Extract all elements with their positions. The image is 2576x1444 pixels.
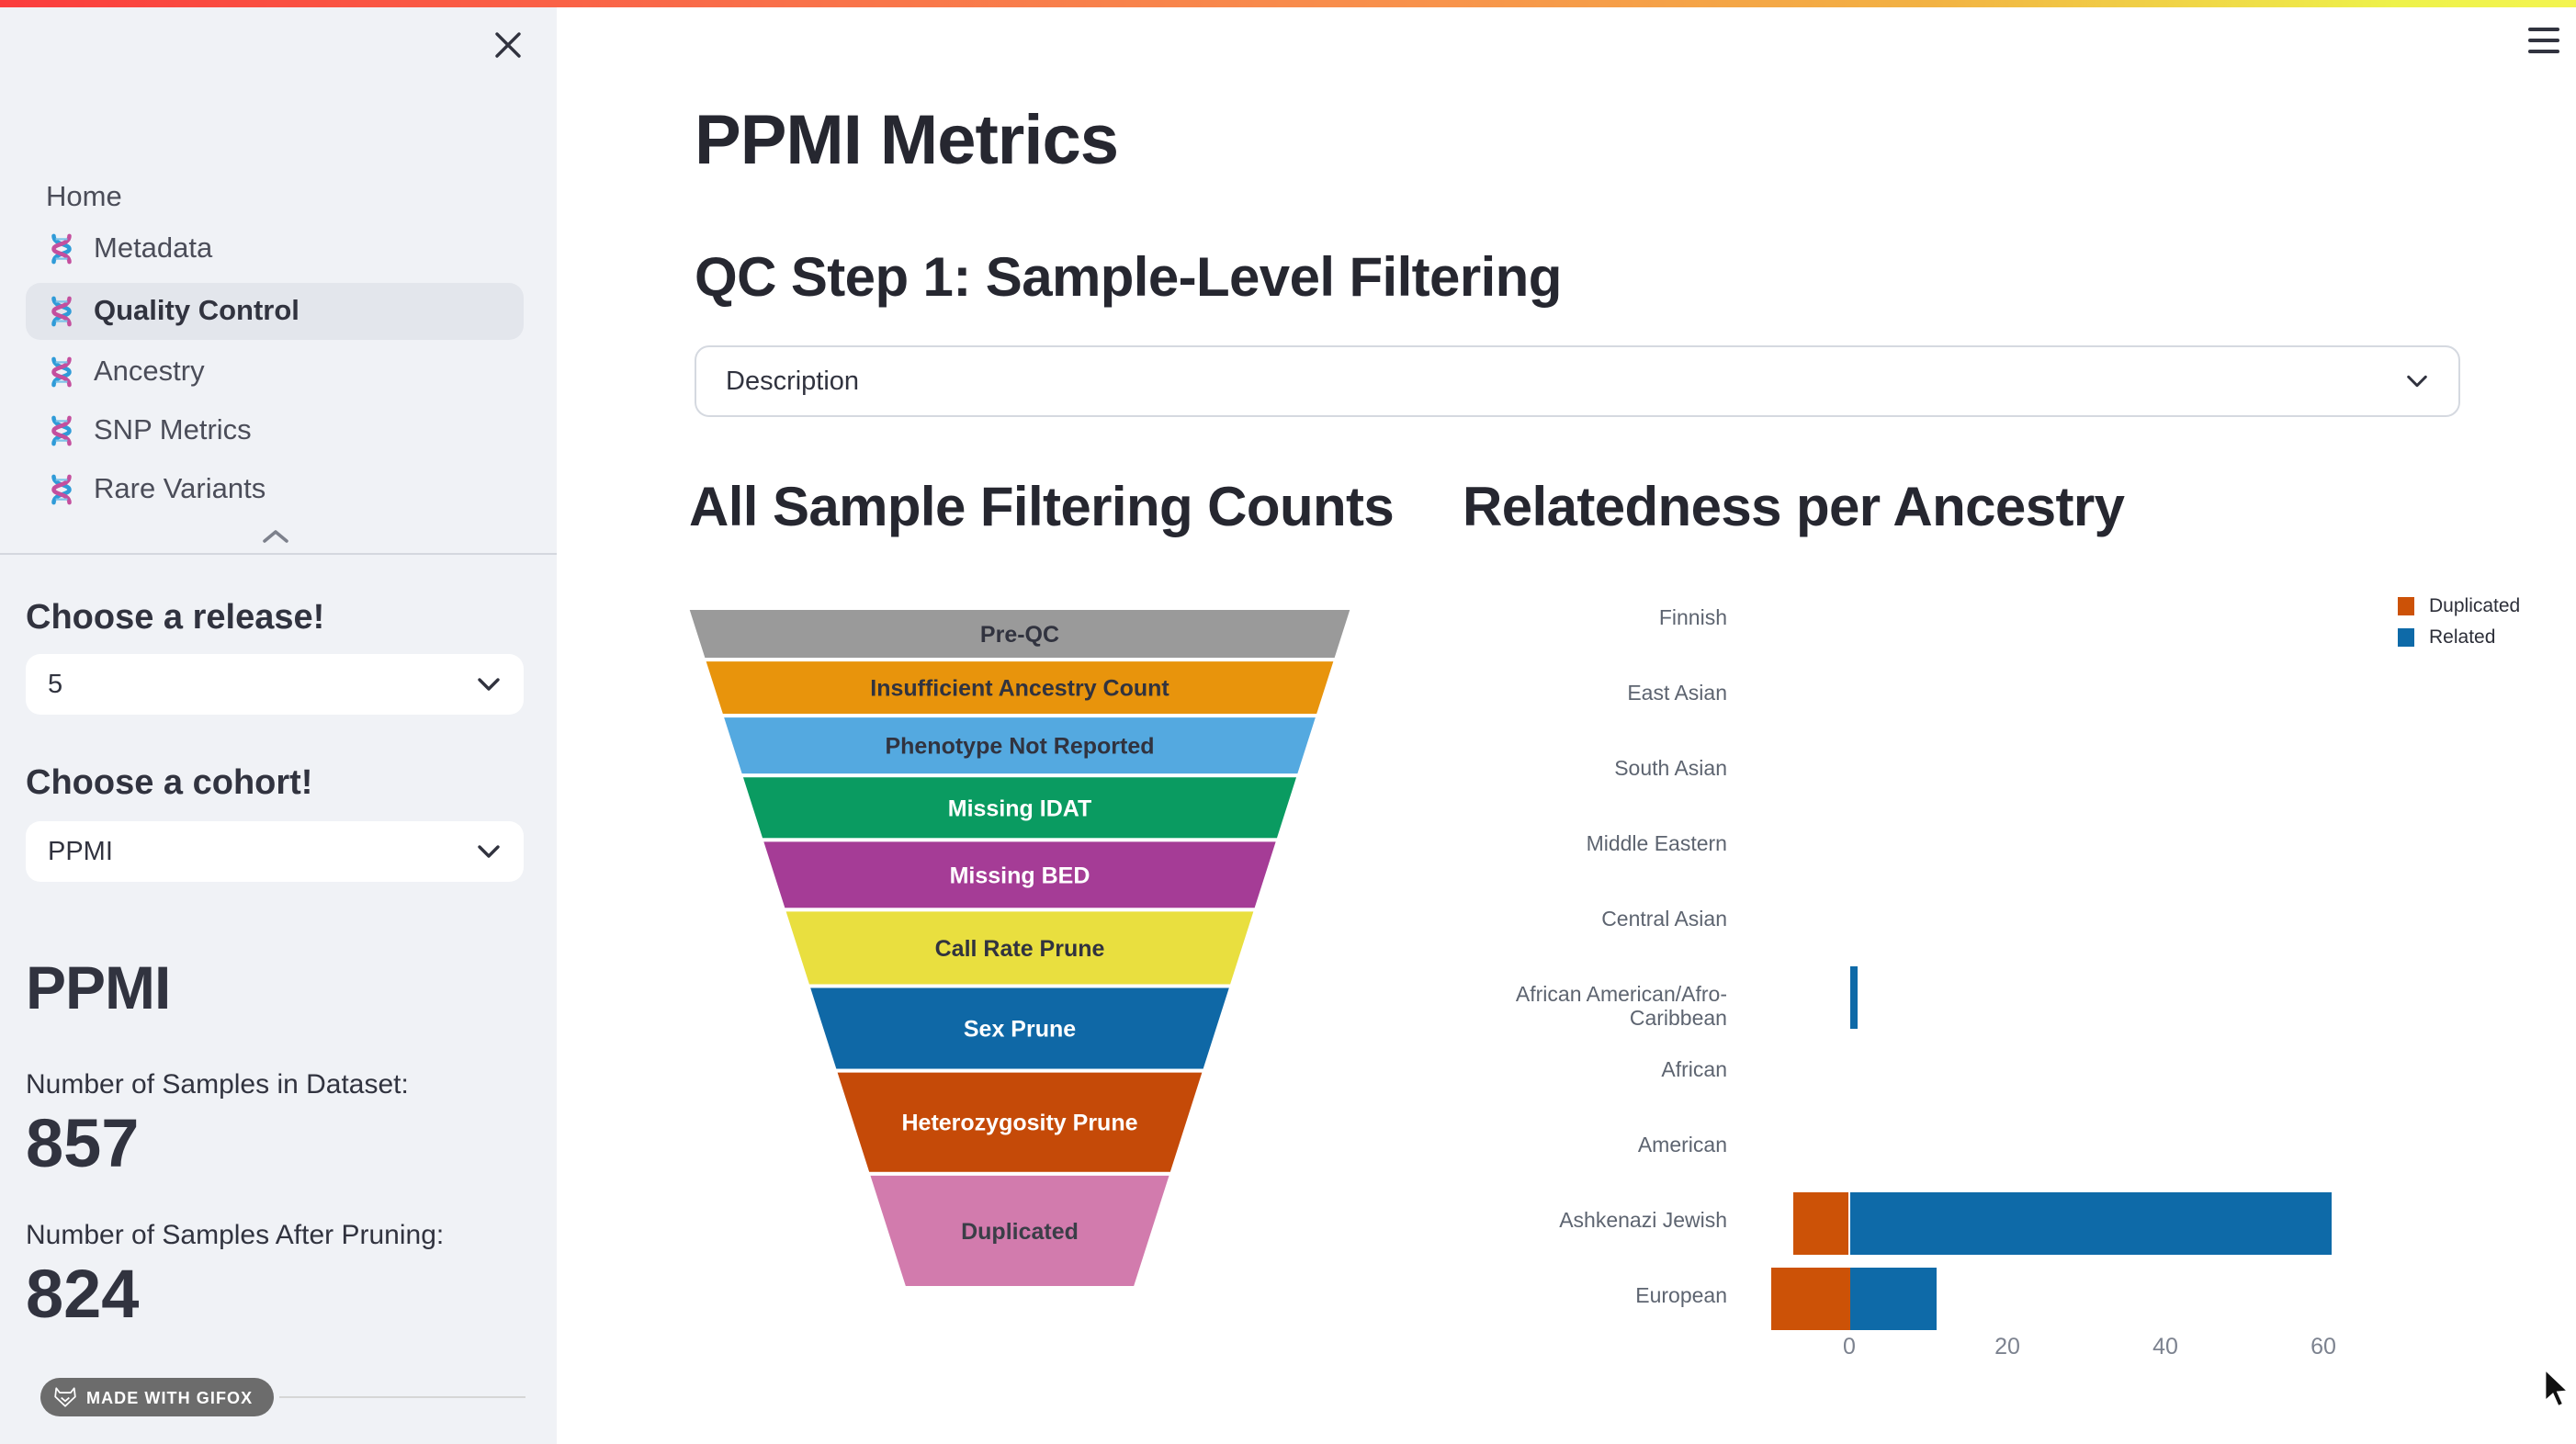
bar-category-label: Ashkenazi Jewish bbox=[1559, 1211, 1727, 1233]
description-expander-label: Description bbox=[726, 367, 860, 396]
sidebar-item-label: Quality Control bbox=[94, 295, 299, 326]
funnel-segment-label: Pre-QC bbox=[980, 622, 1059, 648]
app-menu-button[interactable] bbox=[2528, 28, 2559, 53]
gifox-badge-text: MADE WITH GIFOX bbox=[86, 1388, 254, 1406]
release-select-value: 5 bbox=[48, 670, 63, 699]
funnel-segment-label: Missing IDAT bbox=[948, 795, 1091, 821]
samples-after-pruning-value: 824 bbox=[26, 1257, 140, 1332]
legend-label: Duplicated bbox=[2429, 595, 2521, 617]
sidebar-item-label: Rare Variants bbox=[94, 473, 266, 504]
x-axis-tick-label: 0 bbox=[1843, 1334, 1856, 1359]
bar-category-label: South Asian bbox=[1614, 759, 1727, 781]
dna-icon bbox=[51, 233, 72, 265]
funnel-segment-label: Phenotype Not Reported bbox=[885, 734, 1154, 760]
dna-icon bbox=[51, 415, 72, 446]
sidebar-item-rare-variants[interactable]: Rare Variants bbox=[26, 461, 524, 518]
bar-segment-related bbox=[1849, 1192, 2332, 1255]
bar-category-label: African bbox=[1661, 1060, 1727, 1082]
dna-icon bbox=[51, 356, 72, 388]
cohort-heading: PPMI bbox=[26, 953, 171, 1021]
samples-in-dataset-value: 857 bbox=[26, 1106, 140, 1181]
x-axis-tick-label: 40 bbox=[2152, 1334, 2178, 1359]
legend-label: Related bbox=[2429, 626, 2496, 649]
page-title: PPMI Metrics bbox=[695, 103, 1119, 180]
funnel-segment-label: Sex Prune bbox=[964, 1017, 1076, 1043]
funnel-segment bbox=[864, 1171, 1175, 1288]
sidebar-item-ancestry[interactable]: Ancestry bbox=[26, 344, 524, 400]
sidebar-item-label: Metadata bbox=[94, 232, 213, 264]
samples-in-dataset-label: Number of Samples in Dataset: bbox=[26, 1069, 409, 1100]
chevron-down-icon bbox=[478, 845, 500, 858]
gifox-divider-line bbox=[278, 1396, 525, 1398]
relatedness-bar-chart: Finnish East Asian South Asian Middle Easte… bbox=[1463, 544, 2520, 1380]
release-select-label: Choose a release! bbox=[26, 599, 325, 637]
funnel-segment-label: Call Rate Prune bbox=[935, 936, 1105, 962]
cohort-select[interactable]: PPMI bbox=[26, 821, 524, 882]
sidebar-item-home[interactable]: Home bbox=[46, 182, 122, 213]
main-content: PPMI Metrics QC Step 1: Sample-Level Fil… bbox=[557, 7, 2576, 1444]
bar-category-label: Middle Eastern bbox=[1586, 834, 1727, 856]
chevron-down-icon bbox=[478, 678, 500, 691]
close-icon bbox=[495, 32, 521, 58]
streamlit-running-decoration-bar bbox=[0, 0, 2576, 7]
legend-swatch bbox=[2398, 597, 2414, 615]
x-axis-tick-label: 20 bbox=[1994, 1334, 2020, 1359]
fox-icon bbox=[54, 1387, 76, 1407]
funnel-segment-label: Insufficient Ancestry Count bbox=[870, 676, 1169, 702]
bar-chart-heading: Relatedness per Ancestry bbox=[1463, 478, 2125, 538]
legend-item: Related bbox=[2398, 626, 2495, 649]
close-sidebar-button[interactable] bbox=[489, 26, 529, 66]
bar-category-label: American bbox=[1637, 1135, 1727, 1157]
section-heading: QC Step 1: Sample-Level Filtering bbox=[695, 248, 1562, 309]
funnel-segment-label: Missing BED bbox=[950, 863, 1090, 888]
description-expander[interactable]: Description bbox=[695, 345, 2460, 417]
legend-item: Duplicated bbox=[2398, 595, 2520, 617]
funnel-segment-label: Heterozygosity Prune bbox=[901, 1111, 1137, 1136]
gifox-badge[interactable]: MADE WITH GIFOX bbox=[40, 1378, 274, 1416]
bar-category-label: East Asian bbox=[1627, 683, 1727, 705]
hamburger-icon bbox=[2528, 28, 2559, 32]
mouse-cursor bbox=[2543, 1367, 2572, 1409]
bar-category-label: Finnish bbox=[1658, 608, 1727, 630]
chevron-down-icon bbox=[2407, 375, 2427, 388]
sidebar-item-quality-control[interactable]: Quality Control bbox=[26, 283, 524, 340]
dna-icon bbox=[51, 474, 72, 505]
dna-icon bbox=[51, 296, 72, 327]
bar-segment-duplicated bbox=[1770, 1268, 1849, 1330]
bar-segment-duplicated bbox=[1793, 1192, 1849, 1255]
bar-category-label: European bbox=[1635, 1286, 1727, 1308]
cohort-select-label: Choose a cohort! bbox=[26, 764, 313, 803]
sidebar-item-snp-metrics[interactable]: SNP Metrics bbox=[26, 402, 524, 459]
collapse-nav-button[interactable] bbox=[257, 524, 294, 549]
samples-after-pruning-label: Number of Samples After Pruning: bbox=[26, 1220, 445, 1251]
bar-category-label: Central Asian bbox=[1601, 909, 1727, 931]
cohort-select-value: PPMI bbox=[48, 837, 113, 866]
funnel-chart-heading: All Sample Filtering Counts bbox=[689, 478, 1395, 538]
funnel-chart: Pre-QC Insufficient Ancestry Count Phenoty… bbox=[687, 608, 1352, 1288]
chevron-up-icon bbox=[263, 530, 288, 543]
release-select[interactable]: 5 bbox=[26, 654, 524, 715]
bar-segment-related bbox=[1849, 1268, 1937, 1330]
legend-swatch bbox=[2398, 628, 2414, 647]
gifox-watermark-row: MADE WITH GIFOX bbox=[40, 1378, 525, 1416]
sidebar-divider bbox=[0, 553, 557, 555]
sidebar-item-metadata[interactable]: Metadata bbox=[26, 220, 524, 277]
sidebar-item-label: Ancestry bbox=[94, 355, 205, 387]
sidebar-item-label: SNP Metrics bbox=[94, 414, 252, 446]
x-axis-tick-label: 60 bbox=[2310, 1334, 2336, 1359]
bar-category-label: African American/Afro-Caribbean bbox=[1515, 985, 1727, 1031]
funnel-segment-label: Duplicated bbox=[961, 1219, 1079, 1245]
sidebar: Home Metadata Quality Control Ancestry S… bbox=[0, 7, 557, 1444]
bar-segment-related bbox=[1849, 966, 1858, 1029]
